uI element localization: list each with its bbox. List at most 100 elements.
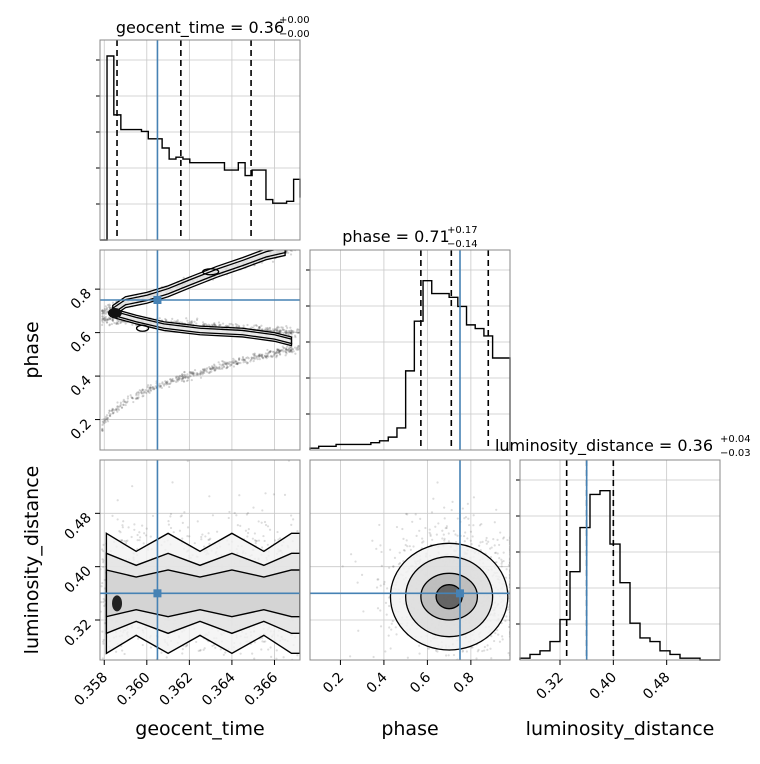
sample-point	[136, 397, 140, 400]
sample-point	[158, 386, 162, 389]
y-tick-label: 0.40	[61, 563, 94, 596]
sample-point	[235, 360, 238, 363]
sample-point	[278, 352, 282, 355]
sample-point	[429, 534, 432, 537]
sample-point	[279, 329, 282, 332]
sample-point	[122, 520, 125, 523]
sample-point	[285, 348, 288, 351]
sample-point	[101, 319, 104, 322]
sample-point	[108, 414, 111, 418]
sample-point	[118, 530, 121, 533]
sample-point	[278, 349, 282, 352]
sample-point	[406, 513, 409, 516]
sample-point	[452, 653, 456, 657]
sample-point	[278, 350, 281, 353]
sample-point	[101, 315, 104, 318]
sample-point	[121, 649, 124, 652]
sample-point	[501, 635, 504, 638]
sample-point	[201, 373, 204, 376]
sample-point	[226, 361, 229, 364]
sample-point	[237, 358, 241, 361]
sample-point	[189, 371, 192, 374]
sample-point	[246, 361, 249, 364]
sample-point	[223, 365, 226, 369]
sample-point	[101, 312, 104, 315]
sample-point	[168, 385, 171, 389]
sample-point	[115, 409, 118, 412]
sample-point	[226, 366, 229, 369]
sample-point	[452, 529, 455, 533]
sample-point	[390, 622, 393, 625]
sample-point	[207, 371, 210, 374]
sample-point	[107, 411, 111, 415]
sample-point	[131, 485, 134, 488]
sample-point	[281, 328, 284, 331]
sample-point	[487, 540, 490, 543]
sample-point	[136, 397, 139, 400]
sample-point	[237, 358, 241, 362]
sample-point	[217, 367, 221, 370]
sample-point	[133, 528, 136, 531]
sample-point	[275, 351, 278, 354]
sample-point	[286, 348, 289, 352]
sample-point	[288, 348, 291, 351]
sample-point	[242, 358, 246, 361]
sample-point	[181, 537, 184, 540]
sample-point	[101, 309, 104, 312]
sample-point	[111, 514, 114, 517]
sample-point	[106, 318, 109, 321]
sample-point	[103, 311, 107, 314]
sample-point	[120, 539, 124, 542]
sample-point	[104, 319, 107, 322]
sample-point	[186, 534, 189, 538]
sample-point	[349, 553, 353, 556]
sample-point	[165, 656, 168, 659]
sample-point	[225, 361, 228, 364]
sample-point	[277, 326, 280, 329]
sample-point	[103, 317, 106, 320]
sample-point	[255, 324, 258, 327]
sample-point	[412, 545, 415, 548]
sample-point	[142, 390, 145, 393]
sample-point	[238, 494, 241, 497]
sample-point	[230, 363, 233, 366]
sample-point	[477, 648, 480, 651]
sample-point	[111, 319, 114, 322]
sample-point	[101, 318, 104, 321]
sample-point	[188, 375, 191, 378]
sample-point	[203, 368, 206, 371]
sample-point	[152, 386, 155, 389]
sample-point	[190, 321, 193, 324]
sample-point	[285, 348, 288, 351]
sample-point	[274, 352, 278, 355]
sample-point	[116, 499, 119, 502]
sample-point	[507, 564, 510, 567]
sample-point	[291, 330, 294, 333]
sample-point	[225, 362, 229, 365]
sample-point	[188, 321, 191, 324]
sample-point	[122, 403, 125, 407]
sample-point	[120, 406, 124, 409]
sample-point	[119, 401, 122, 404]
panel-luminosity-distance-vs-phase	[309, 459, 511, 661]
sample-point	[105, 308, 109, 311]
sample-point	[219, 323, 222, 326]
sample-point	[199, 376, 203, 379]
sample-point	[103, 421, 106, 425]
sample-point	[214, 369, 217, 372]
sample-point	[183, 380, 186, 383]
sample-point	[290, 346, 293, 349]
sample-point	[212, 366, 216, 369]
sample-point	[199, 648, 202, 652]
sample-point	[290, 329, 293, 333]
sample-point	[203, 322, 206, 326]
sample-point	[111, 317, 115, 321]
sample-point	[296, 329, 299, 332]
density-peak	[107, 308, 122, 319]
sample-point	[496, 629, 499, 632]
x-tick-label: 0.364	[199, 669, 239, 709]
sample-point	[442, 533, 445, 536]
sample-point	[283, 493, 287, 496]
sample-point	[210, 370, 213, 373]
sample-point	[237, 361, 241, 365]
